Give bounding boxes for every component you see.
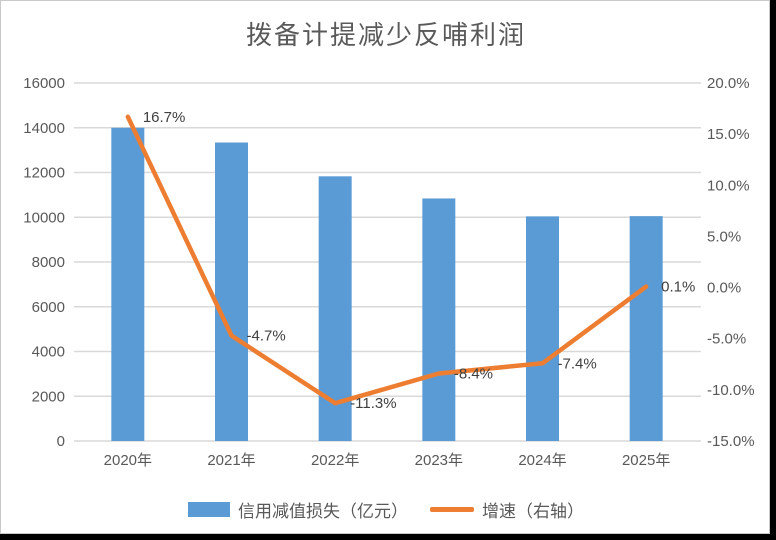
right-axis-tick-label: 10.0% [707, 177, 750, 194]
growth-rate-line [125, 114, 649, 406]
x-axis-category-label: 2021年 [207, 452, 255, 469]
right-axis-tick-label: -15.0% [707, 433, 755, 450]
left-axis-tick-label: 12000 [23, 165, 65, 182]
legend-item-line: 增速（右轴） [430, 497, 584, 522]
left-axis-tick-label: 2000 [32, 388, 65, 405]
bar-credit-impairment [215, 142, 248, 441]
chart-legend: 信用减值损失（亿元） 增速（右轴） [1, 497, 771, 522]
bar-credit-impairment [629, 216, 663, 441]
growth-data-label: -4.7% [247, 328, 286, 345]
legend-item-bars: 信用减值损失（亿元） [188, 497, 408, 522]
x-axis-category-label: 2025年 [622, 452, 670, 469]
x-axis-category-label: 2023年 [415, 452, 463, 469]
right-axis-tick-label: 0.0% [707, 280, 741, 297]
right-axis-tick-label: 15.0% [707, 126, 750, 143]
bar-credit-impairment [111, 127, 145, 441]
growth-data-label: 0.1% [661, 279, 695, 296]
right-axis-tick-label: 5.0% [707, 228, 741, 245]
bar-credit-impairment [526, 216, 559, 441]
x-axis-category-label: 2020年 [104, 452, 152, 469]
growth-data-label: -11.3% [350, 395, 396, 412]
chart-title: 拨备计提减少反哺利润 [245, 21, 526, 50]
left-axis-tick-label: 16000 [23, 75, 65, 92]
x-axis-category-label: 2024年 [518, 452, 566, 469]
line-series-swatch-icon [430, 507, 474, 512]
bar-series-swatch-icon [188, 502, 230, 517]
legend-label-line: 增速（右轴） [482, 502, 584, 521]
left-axis-tick-label: 0 [57, 433, 65, 450]
growth-data-label: 16.7% [143, 109, 186, 126]
right-axis-tick-label: -5.0% [707, 331, 746, 348]
growth-data-label: -7.4% [558, 355, 597, 372]
left-axis-tick-label: 14000 [23, 120, 65, 137]
growth-data-label: -8.4% [454, 365, 493, 382]
right-axis-tick-label: 20.0% [707, 75, 750, 92]
left-axis-tick-label: 8000 [32, 254, 65, 271]
left-axis-tick-label: 4000 [32, 344, 65, 361]
legend-label-bars: 信用减值损失（亿元） [238, 502, 408, 521]
right-axis-tick-label: -10.0% [707, 382, 755, 399]
left-axis-tick-label: 6000 [32, 299, 65, 316]
x-axis-category-label: 2022年 [311, 452, 359, 469]
left-axis-tick-label: 10000 [23, 209, 65, 226]
bar-credit-impairment [422, 198, 456, 441]
